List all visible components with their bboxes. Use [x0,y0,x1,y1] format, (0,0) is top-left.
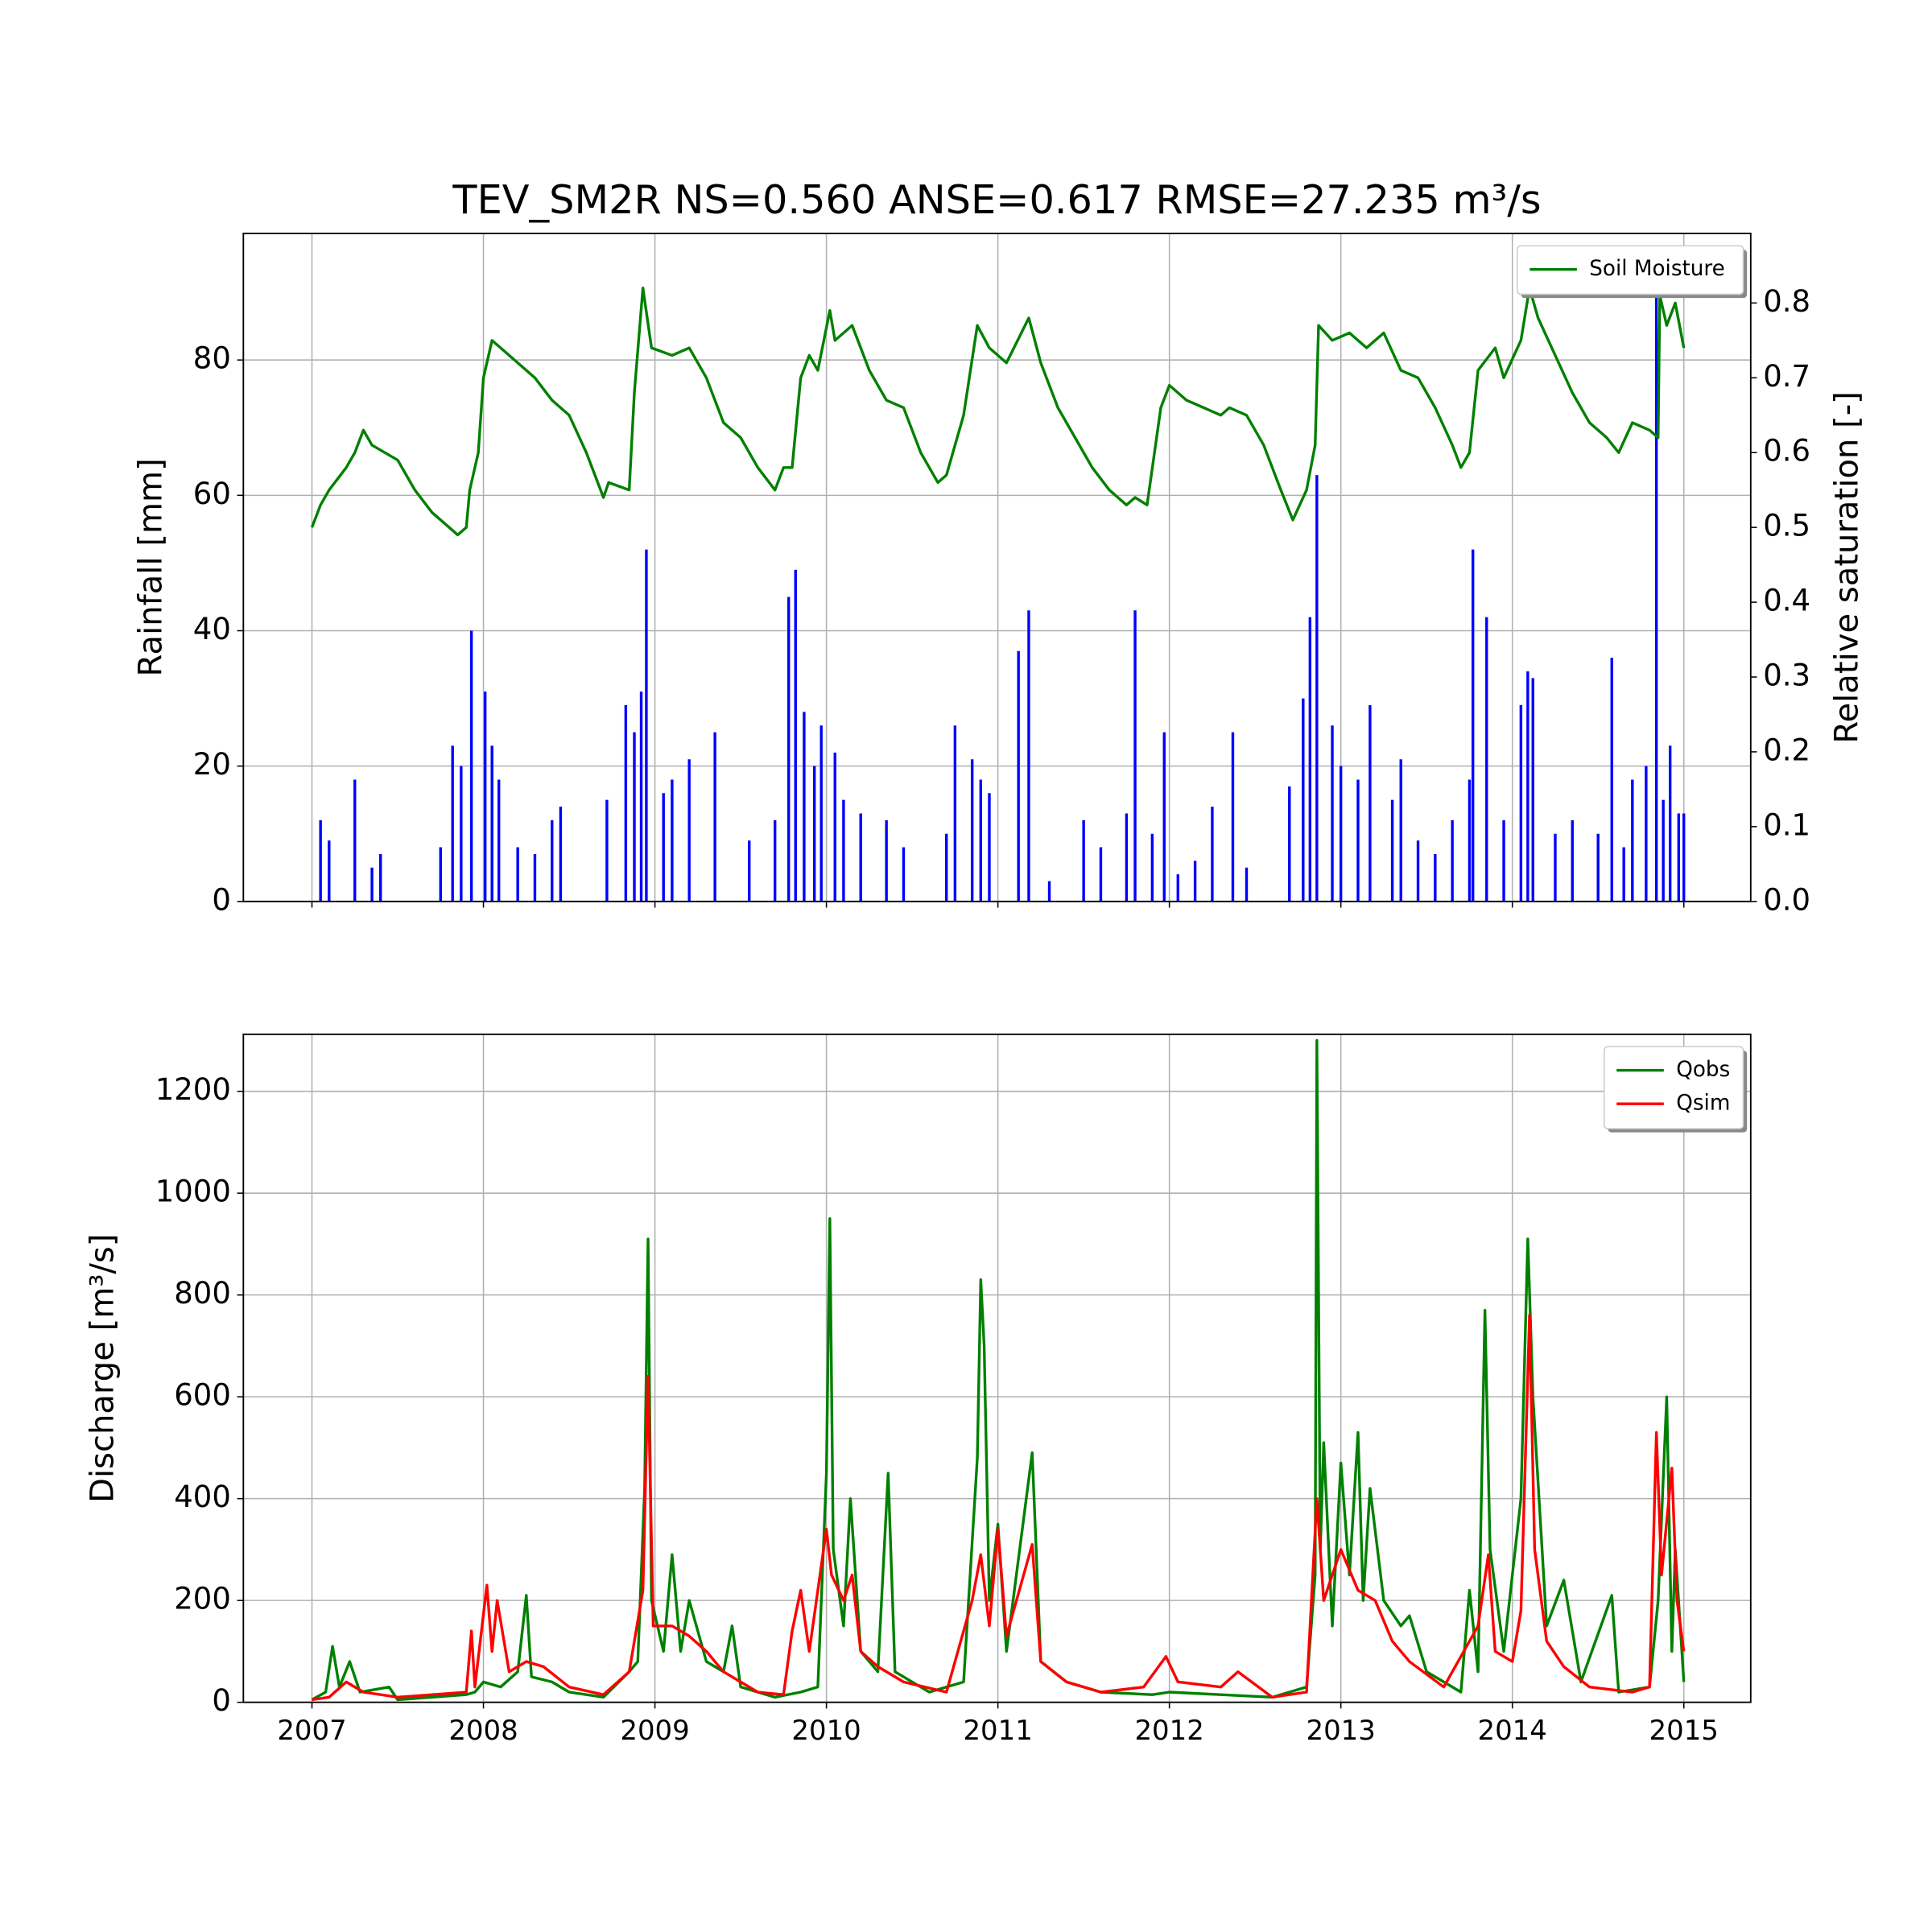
x-tick-label: 2009 [620,1715,689,1747]
y-tick-label: 800 [174,1276,231,1311]
y-tick-label: 20 [193,747,231,782]
y2-tick-label: 0.7 [1763,359,1810,394]
axes-frame [242,1033,1752,1703]
y2-tick-label: 0.3 [1763,658,1810,693]
x-tick-label: 2007 [277,1715,346,1747]
x-tick-label: 2015 [1649,1715,1719,1747]
y-tick-label: 600 [174,1378,231,1413]
x-tick-label: 2013 [1307,1715,1376,1747]
y-tick-label: 60 [193,477,231,511]
x-tick-label: 2011 [963,1715,1032,1747]
legend-box [1517,245,1744,295]
plot-area [310,287,1686,902]
y-tick-label: 40 [193,612,231,646]
x-tick-label: 2014 [1478,1715,1547,1747]
legend-box [1604,1046,1744,1129]
y2-tick-label: 0.0 [1763,882,1810,917]
series-line [311,1038,1686,1702]
y2-tick-label: 0.4 [1763,584,1810,618]
y-tick-label: 200 [174,1582,231,1616]
x-tick-label: 2012 [1134,1715,1203,1747]
y2-tick-label: 0.5 [1763,509,1810,543]
axes-frame [242,233,1752,902]
y-axis-label: Rainfall [mm] [133,458,170,676]
y-tick-label: 0 [212,1683,231,1718]
series-line [312,1314,1686,1702]
legend-label: Qsim [1676,1092,1730,1116]
legend-label: Soil Moisture [1589,257,1724,281]
y2-axis-label: Relative saturation [-] [1829,391,1866,743]
y-axis-label: Discharge [m³/s] [85,1234,122,1503]
legend-label: Qobs [1676,1058,1730,1082]
y-tick-label: 1000 [155,1174,231,1209]
x-tick-label: 2010 [791,1715,861,1747]
y-tick-label: 400 [174,1480,231,1514]
series-line [310,287,1686,537]
plot-area [311,1038,1686,1702]
chart-title: TEV_SM2R NS=0.560 ANSE=0.617 RMSE=27.235… [452,176,1541,223]
y2-tick-label: 0.6 [1763,434,1810,469]
y2-tick-label: 0.8 [1763,284,1810,319]
y2-tick-label: 0.2 [1763,733,1810,767]
y-tick-label: 1200 [155,1072,231,1107]
y2-tick-label: 0.1 [1763,807,1810,842]
y-tick-label: 0 [212,882,231,917]
x-tick-label: 2008 [448,1715,518,1747]
y-tick-label: 80 [193,341,231,376]
